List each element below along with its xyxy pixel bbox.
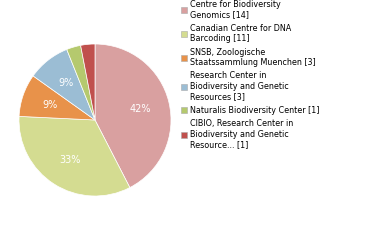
Text: 9%: 9% — [43, 100, 58, 110]
Legend: Centre for Biodiversity
Genomics [14], Canadian Centre for DNA
Barcoding [11], S: Centre for Biodiversity Genomics [14], C… — [180, 0, 320, 149]
Wedge shape — [81, 44, 95, 120]
Text: 42%: 42% — [130, 104, 152, 114]
Wedge shape — [95, 44, 171, 187]
Text: 33%: 33% — [59, 155, 80, 165]
Text: 9%: 9% — [58, 78, 73, 88]
Wedge shape — [33, 49, 95, 120]
Wedge shape — [19, 116, 130, 196]
Wedge shape — [19, 76, 95, 120]
Wedge shape — [67, 45, 95, 120]
